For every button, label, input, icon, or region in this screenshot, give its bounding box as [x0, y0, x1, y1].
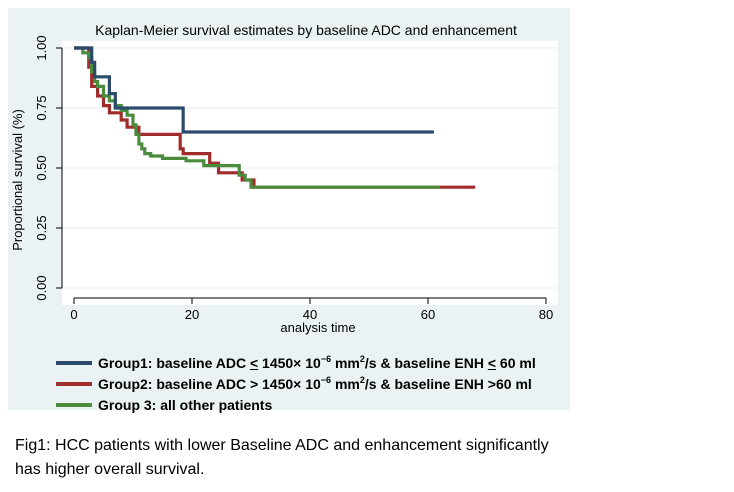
legend-swatch-group2	[56, 382, 92, 386]
x-tick-label-1: 20	[185, 307, 199, 322]
y-tick-label-4: 1.00	[34, 35, 49, 60]
chart-title: Kaplan-Meier survival estimates by basel…	[95, 22, 517, 38]
y-axis-label: Proportional survival (%)	[10, 109, 25, 251]
legend-label-group2: Group2: baseline ADC > 1450× 10−6 mm2/s …	[98, 375, 532, 393]
legend: Group1: baseline ADC < 1450× 10−6 mm2/s …	[56, 354, 576, 417]
y-tick-label-0: 0.00	[34, 275, 49, 300]
legend-label-group1: Group1: baseline ADC < 1450× 10−6 mm2/s …	[98, 354, 536, 372]
x-axis-label: analysis time	[280, 320, 355, 335]
plot-area	[62, 41, 558, 305]
axes: 0.00 0.25 0.50 0.75 1.00 0 20 40 60 80	[34, 35, 553, 322]
legend-item-group3: Group 3: all other patients	[56, 396, 576, 417]
legend-swatch-group3	[56, 403, 92, 407]
km-chart: Kaplan-Meier survival estimates by basel…	[10, 22, 558, 335]
figure-panel: Kaplan-Meier survival estimates by basel…	[8, 8, 570, 413]
caption-line-2: has higher overall survival.	[15, 461, 205, 478]
x-tick-label-0: 0	[70, 307, 77, 322]
legend-item-group2: Group2: baseline ADC > 1450× 10−6 mm2/s …	[56, 375, 576, 396]
caption-line-1: Fig1: HCC patients with lower Baseline A…	[15, 437, 549, 454]
legend-label-group3: Group 3: all other patients	[98, 397, 273, 413]
survival-curves	[74, 46, 476, 189]
y-tick-label-2: 0.50	[34, 155, 49, 180]
y-tick-label-3: 0.75	[34, 95, 49, 120]
figure-caption: Fig1: HCC patients with lower Baseline A…	[15, 434, 715, 482]
x-tick-label-4: 80	[539, 307, 553, 322]
legend-item-group1: Group1: baseline ADC < 1450× 10−6 mm2/s …	[56, 354, 576, 375]
y-tick-label-1: 0.25	[34, 215, 49, 240]
x-tick-label-2: 40	[303, 307, 317, 322]
series-line-group1	[74, 46, 434, 134]
legend-swatch-group1	[56, 361, 92, 365]
x-tick-label-3: 60	[421, 307, 435, 322]
